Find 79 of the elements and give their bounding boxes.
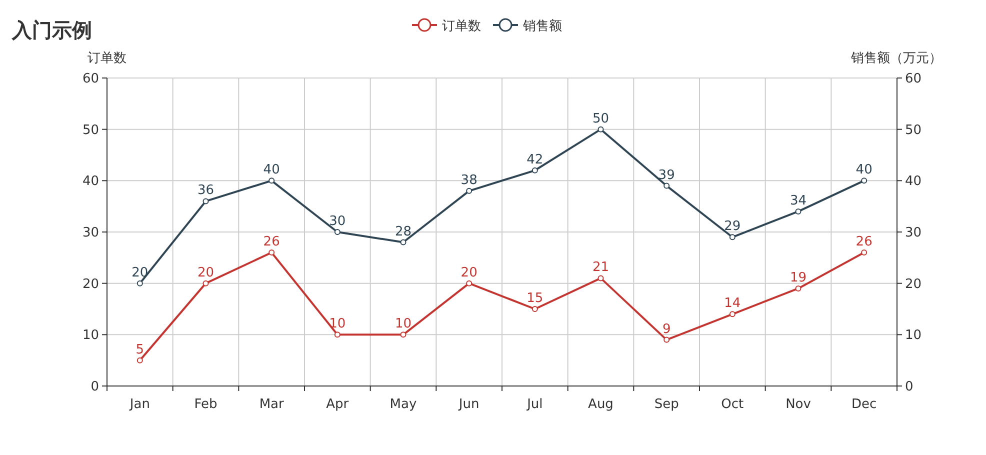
data-label: 36 — [197, 183, 214, 198]
y-tick-label: 10 — [82, 328, 99, 344]
data-label: 10 — [394, 316, 412, 332]
y2-tick-label: 10 — [905, 328, 922, 344]
x-tick-label: Apr — [326, 397, 350, 412]
x-tick-label: Oct — [721, 397, 744, 412]
data-label: 34 — [790, 193, 807, 208]
data-label: 20 — [132, 265, 148, 280]
point — [466, 188, 472, 194]
y2-tick-label: 50 — [905, 122, 922, 138]
point — [400, 239, 406, 246]
point — [400, 332, 406, 338]
point — [795, 285, 802, 292]
point — [729, 234, 736, 240]
point — [598, 275, 604, 282]
data-label: 26 — [856, 234, 872, 250]
x-tick-label: Mar — [259, 397, 284, 412]
legend-label: 订单数 — [442, 19, 481, 34]
x-tick-label: Aug — [588, 397, 614, 412]
point — [664, 336, 670, 343]
point — [729, 311, 736, 318]
point — [136, 357, 143, 364]
point — [334, 332, 340, 338]
y-tick-label: 0 — [90, 380, 99, 394]
data-label: 5 — [136, 342, 144, 358]
y-axis-title: 订单数 — [88, 51, 126, 66]
data-label: 19 — [790, 270, 807, 286]
y-tick-label: 40 — [82, 174, 99, 190]
point — [268, 178, 275, 184]
x-tick-label: Feb — [194, 397, 218, 412]
data-label: 9 — [662, 322, 671, 337]
point — [268, 250, 275, 256]
x-tick-label: Sep — [654, 397, 679, 412]
point — [532, 306, 538, 312]
y2-tick-label: 60 — [905, 72, 922, 86]
chart-title: 入门示例 — [11, 18, 92, 42]
point — [795, 208, 802, 214]
data-label: 14 — [724, 296, 741, 312]
point — [202, 198, 209, 204]
y-tick-label: 60 — [82, 72, 99, 86]
y2-tick-label: 40 — [905, 174, 922, 190]
point — [334, 229, 340, 235]
data-label: 20 — [460, 265, 478, 280]
data-label: 39 — [658, 168, 675, 183]
y2-tick-label: 0 — [905, 380, 914, 394]
point — [466, 280, 472, 286]
point — [136, 280, 143, 286]
y-tick-label: 20 — [82, 276, 99, 292]
data-label: 15 — [526, 291, 544, 306]
x-tick-label: Nov — [786, 397, 812, 412]
point — [861, 250, 868, 256]
point — [532, 167, 538, 174]
data-label: 10 — [329, 316, 346, 332]
data-label: 21 — [592, 260, 610, 276]
data-label: 38 — [460, 172, 478, 188]
point — [861, 178, 868, 184]
data-label: 50 — [592, 111, 610, 126]
x-tick-label: Jun — [458, 397, 480, 412]
x-tick-label: Jul — [526, 397, 543, 412]
data-label: 40 — [263, 162, 280, 178]
point — [202, 280, 209, 286]
data-label: 42 — [526, 152, 544, 168]
data-label: 28 — [394, 224, 412, 240]
data-label: 40 — [856, 162, 872, 178]
point — [598, 126, 604, 132]
data-label: 30 — [329, 214, 346, 229]
x-tick-label: May — [390, 397, 417, 412]
x-tick-label: Jan — [128, 397, 150, 412]
y2-axis-title: 销售额（万元） — [850, 51, 942, 66]
y-tick-label: 30 — [82, 226, 99, 240]
y2-tick-label: 20 — [905, 276, 922, 292]
x-tick-label: Dec — [852, 397, 877, 412]
point — [664, 182, 670, 189]
legend-label: 销售额 — [522, 19, 562, 34]
data-label: 26 — [263, 234, 280, 250]
data-label: 29 — [724, 219, 741, 234]
y-tick-label: 50 — [82, 122, 99, 138]
data-label: 20 — [197, 265, 214, 280]
y2-tick-label: 30 — [905, 226, 922, 240]
